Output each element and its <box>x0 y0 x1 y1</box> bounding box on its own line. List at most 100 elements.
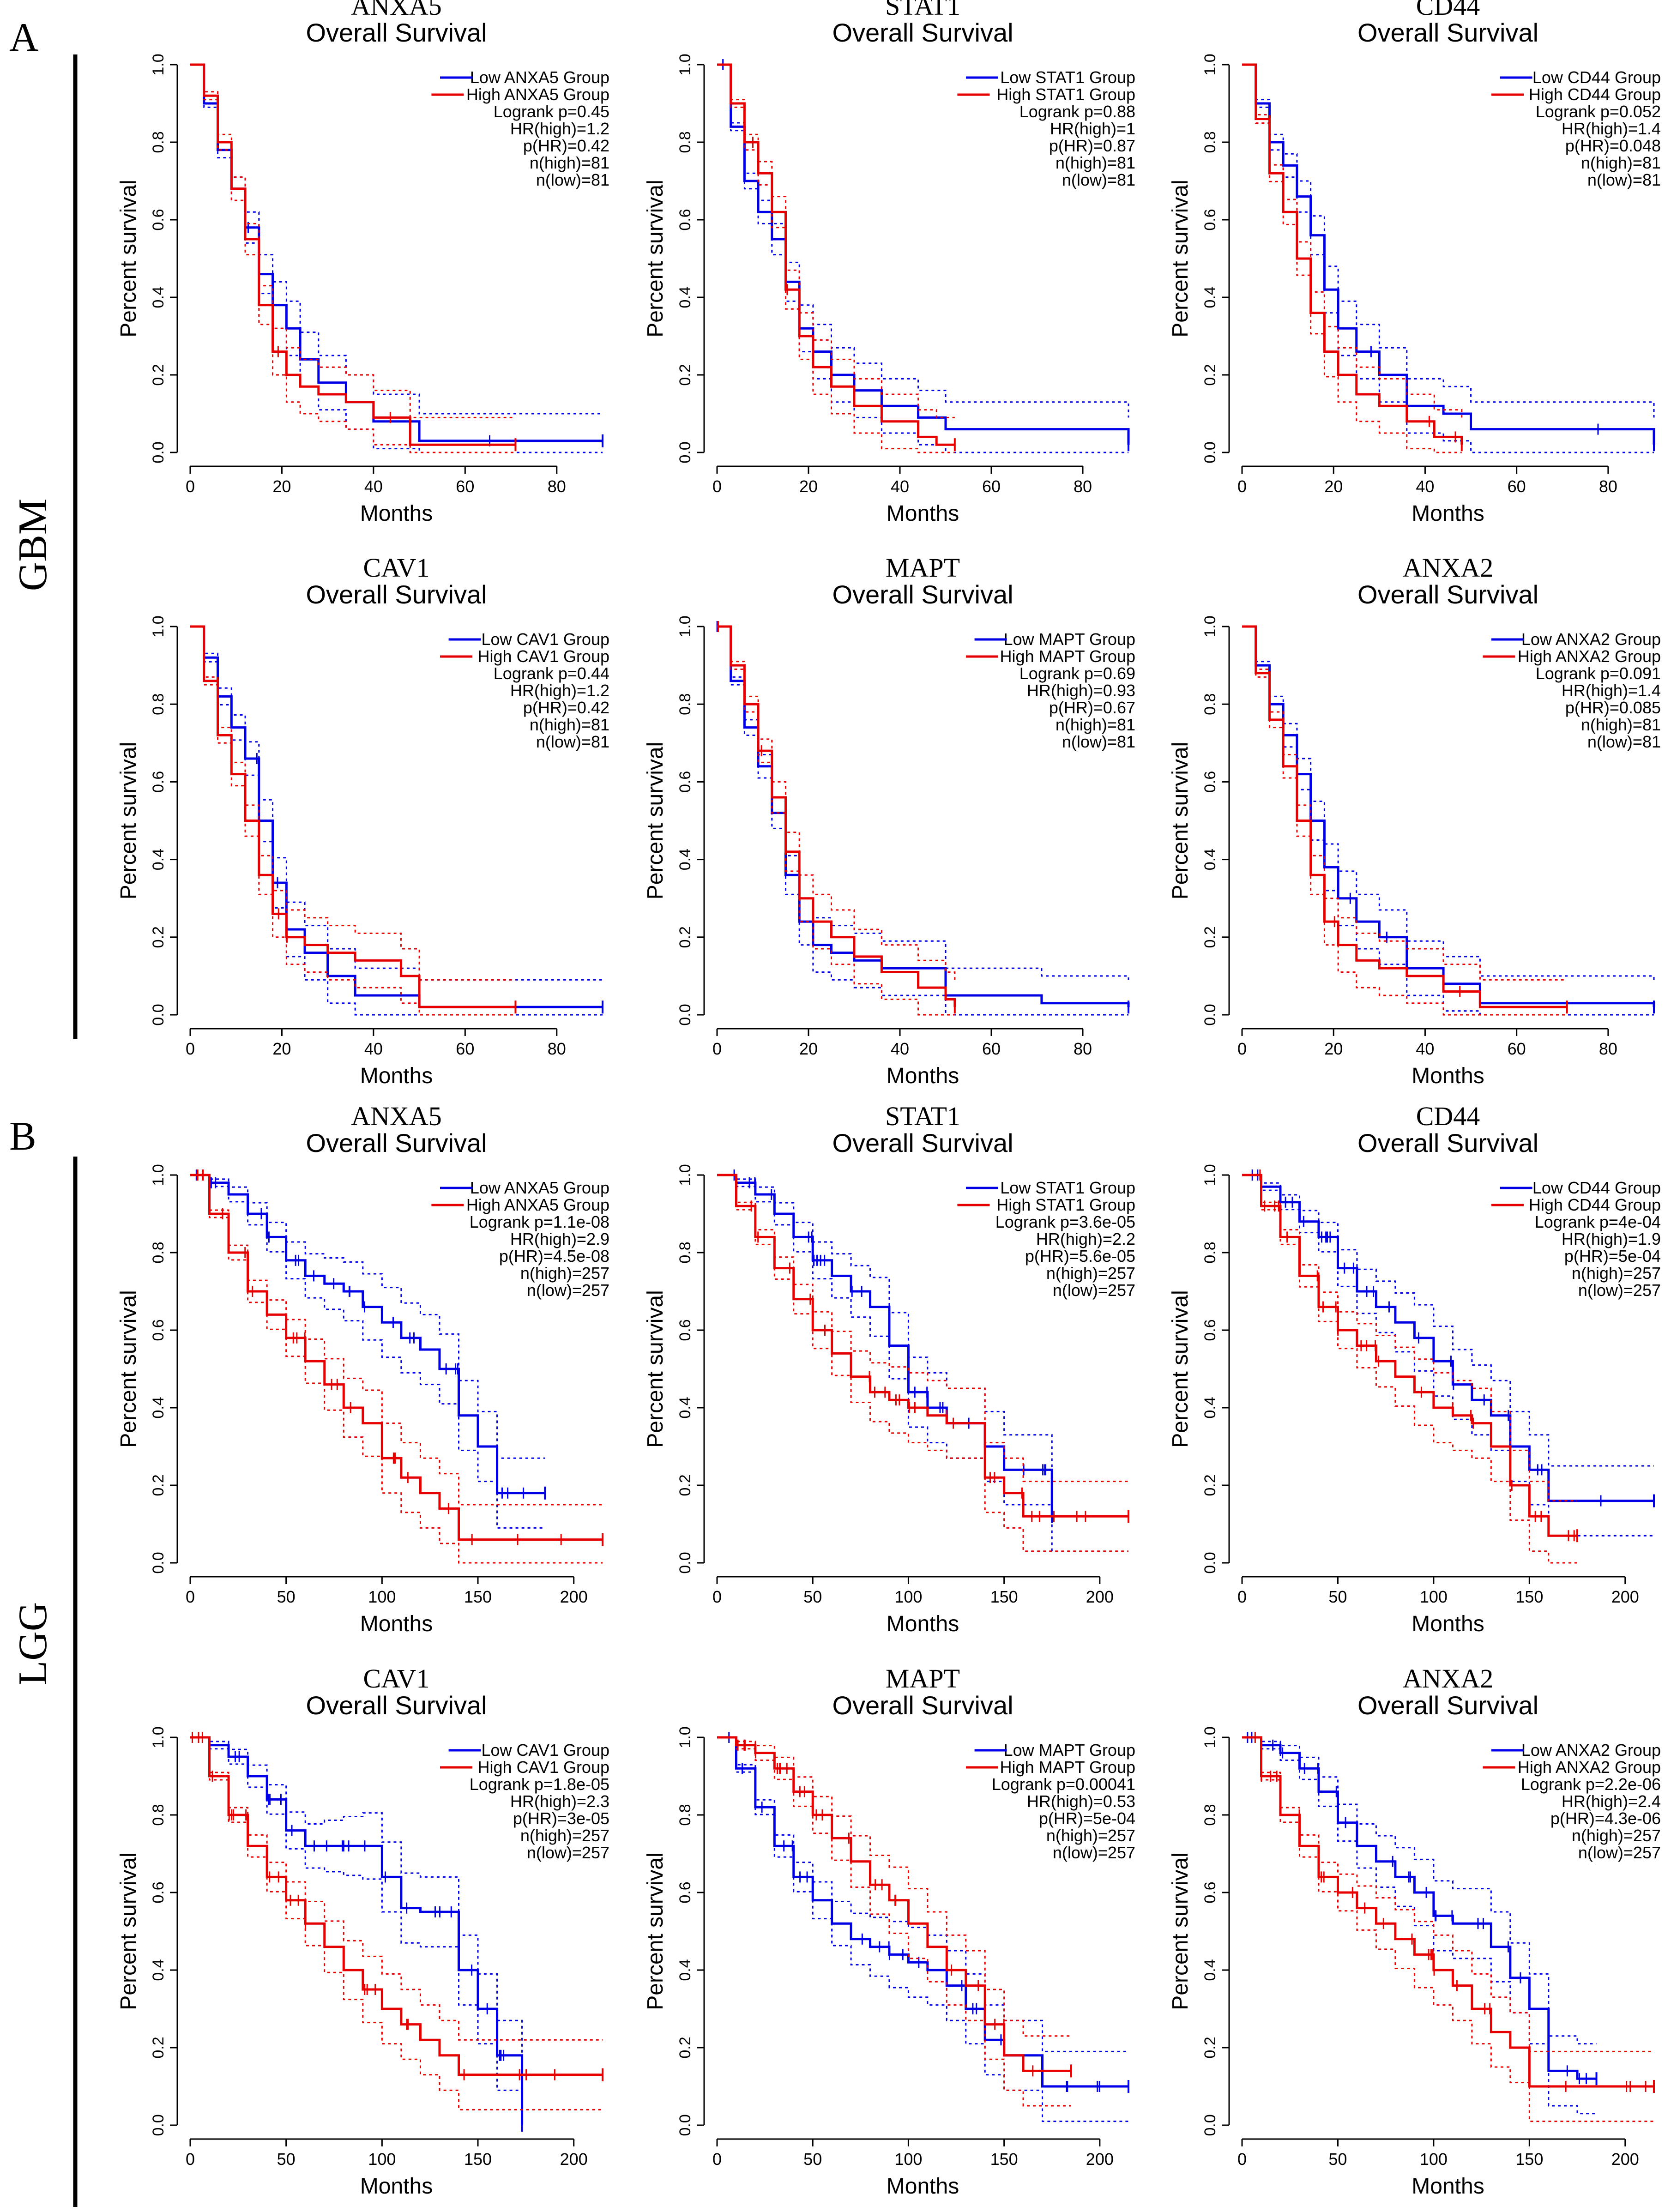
y-tick-label: 0.0 <box>1201 1004 1219 1025</box>
ci-upper-high <box>1242 64 1463 418</box>
ci-lower-high <box>190 626 516 1016</box>
legend-label-high: High ANXA2 Group <box>1518 647 1661 666</box>
y-tick-label: 1.0 <box>676 615 694 637</box>
ci-lower-low <box>190 1736 523 2125</box>
gene-title: CD44 <box>1416 1101 1480 1131</box>
y-tick-label: 0.8 <box>150 131 167 153</box>
y-tick-label: 0.8 <box>1201 1804 1219 1826</box>
stat-label: n(high)=257 <box>1572 1264 1661 1283</box>
ci-upper-low <box>1242 626 1655 980</box>
ci-upper-high <box>717 1174 1128 1483</box>
y-tick-label: 0.0 <box>1201 1552 1219 1573</box>
stat-label: HR(high)=1.4 <box>1562 681 1661 700</box>
y-axis-label: Percent survival <box>1168 742 1193 899</box>
x-axis-label: Months <box>1412 1612 1484 1636</box>
plot-title: Overall Survival <box>832 1691 1013 1720</box>
y-tick-label: 0.4 <box>1201 286 1219 308</box>
x-axis-label: Months <box>360 1612 433 1636</box>
legend-label-high: High STAT1 Group <box>996 85 1135 104</box>
x-tick-label: 100 <box>368 1587 396 1606</box>
plot-title: Overall Survival <box>306 18 487 47</box>
y-tick-label: 1.0 <box>150 1726 167 1748</box>
x-tick-label: 50 <box>1328 1587 1347 1606</box>
legend-label-low: Low CAV1 Group <box>482 630 609 649</box>
plot-title: Overall Survival <box>306 1128 487 1157</box>
y-tick-label: 0.4 <box>1201 1397 1219 1418</box>
stat-label: p(HR)=5e-04 <box>1564 1247 1661 1266</box>
x-tick-label: 200 <box>1611 2150 1639 2169</box>
legend-label-high: High ANXA5 Group <box>466 1195 609 1214</box>
survival-curve-high <box>190 63 516 446</box>
x-tick-label: 150 <box>464 2150 492 2169</box>
y-tick-label: 0.2 <box>1201 2037 1219 2058</box>
x-tick-label: 100 <box>894 1587 922 1606</box>
stat-label: HR(high)=2.9 <box>510 1230 609 1248</box>
gene-title: STAT1 <box>885 0 960 21</box>
x-axis-label: Months <box>1412 2174 1484 2199</box>
stat-label: n(high)=257 <box>520 1826 609 1845</box>
stat-label: p(HR)=3e-05 <box>513 1809 609 1828</box>
x-tick-label: 80 <box>548 1039 566 1058</box>
panel-B: B LGG <box>9 1114 78 2207</box>
y-tick-label: 0.0 <box>676 1552 694 1573</box>
survival-curve-low <box>717 63 1130 445</box>
gene-title: CD44 <box>1416 0 1480 21</box>
x-tick-label: 20 <box>1324 477 1343 496</box>
legend-label-low: Low ANXA2 Group <box>1521 630 1661 649</box>
stat-label: Logrank p=1.8e-05 <box>470 1775 609 1794</box>
group-label: LGG <box>11 1602 55 1686</box>
x-axis-label: Months <box>887 1612 959 1636</box>
group-label: GBM <box>11 499 55 591</box>
x-tick-label: 0 <box>1237 477 1247 496</box>
ci-upper-high <box>717 626 956 980</box>
survival-curve-high <box>190 625 516 1008</box>
y-axis-label: Percent survival <box>643 1852 668 2010</box>
stat-label: Logrank p=1.1e-08 <box>470 1212 609 1231</box>
y-tick-label: 0.4 <box>150 849 167 870</box>
legend-label-low: Low CAV1 Group <box>482 1741 609 1760</box>
y-tick-label: 0.0 <box>150 2114 167 2136</box>
y-tick-label: 0.8 <box>1201 131 1219 153</box>
stat-label: Logrank p=0.69 <box>1019 664 1135 683</box>
x-tick-label: 0 <box>1237 1587 1247 1606</box>
x-axis-label: Months <box>1412 1064 1484 1088</box>
y-tick-label: 0.2 <box>1201 1474 1219 1496</box>
y-tick-label: 0.4 <box>676 286 694 308</box>
y-tick-label: 0.2 <box>150 364 167 386</box>
y-tick-label: 0.2 <box>676 2037 694 2058</box>
ci-lower-low <box>190 1174 545 1529</box>
stat-label: p(HR)=0.87 <box>1049 136 1135 155</box>
stat-label: n(low)=257 <box>1053 1843 1135 1862</box>
plot-title: Overall Survival <box>832 1128 1013 1157</box>
stat-label: p(HR)=0.048 <box>1565 136 1661 155</box>
stat-label: HR(high)=0.93 <box>1027 681 1135 700</box>
gene-title: STAT1 <box>885 1101 960 1131</box>
x-axis-label: Months <box>1412 501 1484 526</box>
y-tick-label: 1.0 <box>1201 54 1219 75</box>
legend-label-low: Low ANXA5 Group <box>470 1178 609 1197</box>
y-tick-label: 1.0 <box>1201 1164 1219 1186</box>
x-tick-label: 60 <box>982 1039 1001 1058</box>
survival-curve-high <box>717 1736 1071 2072</box>
ci-upper-high <box>717 64 955 418</box>
stat-label: p(HR)=0.42 <box>523 136 609 155</box>
plot-title: Overall Survival <box>1357 1128 1538 1157</box>
stat-label: n(low)=257 <box>1578 1843 1661 1862</box>
y-tick-label: 0.6 <box>676 1319 694 1341</box>
survival-curve-high <box>717 63 955 446</box>
stat-label: n(low)=81 <box>1062 170 1135 189</box>
y-tick-label: 0.6 <box>150 1319 167 1341</box>
x-tick-label: 60 <box>1508 477 1526 496</box>
y-tick-label: 0.2 <box>150 2037 167 2058</box>
survival-curve-high <box>1242 625 1567 1008</box>
x-tick-label: 100 <box>368 2150 396 2169</box>
x-tick-label: 20 <box>799 477 818 496</box>
y-tick-label: 1.0 <box>150 615 167 637</box>
